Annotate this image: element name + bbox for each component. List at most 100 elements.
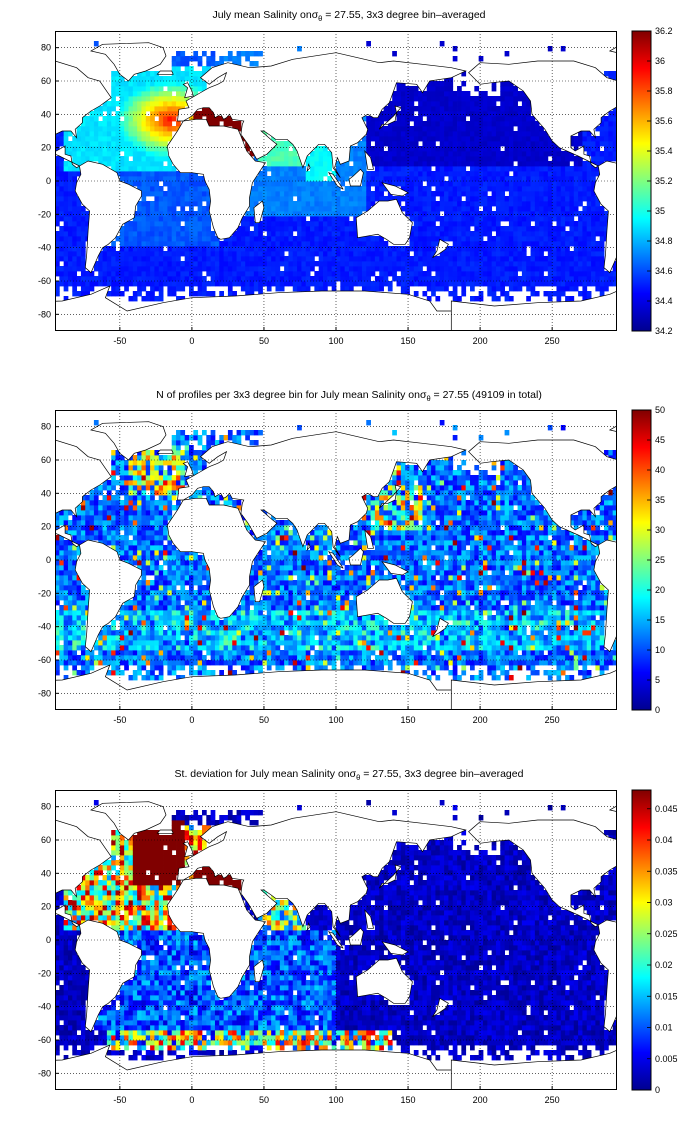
- data-cell: [111, 156, 116, 162]
- data-cell: [491, 191, 497, 197]
- data-cell: [245, 246, 250, 252]
- data-cell: [508, 146, 514, 152]
- data-cell: [435, 231, 441, 237]
- data-cell: [578, 136, 583, 142]
- data-cell: [314, 236, 320, 242]
- data-cell: [370, 196, 376, 202]
- data-cell: [63, 276, 69, 282]
- data-cell: [236, 266, 242, 272]
- data-cell: [357, 281, 363, 287]
- data-cell: [318, 251, 324, 257]
- data-cell: [521, 221, 527, 227]
- data-cell: [331, 191, 337, 197]
- data-cell: [336, 186, 341, 192]
- data-cell: [331, 196, 337, 202]
- data-cell: [98, 251, 103, 257]
- data-cell: [249, 246, 255, 252]
- data-cell: [305, 271, 311, 277]
- data-cell: [67, 141, 73, 147]
- data-cell: [284, 181, 289, 187]
- data-cell: [426, 186, 432, 192]
- data-cell: [370, 146, 376, 152]
- data-cell: [59, 171, 65, 177]
- data-cell: [171, 555, 177, 561]
- data-cell: [98, 261, 103, 267]
- data-cell: [176, 650, 181, 656]
- data-cell: [63, 191, 69, 197]
- data-cell: [521, 191, 527, 197]
- data-cell: [197, 271, 203, 277]
- data-cell: [444, 126, 449, 132]
- data-cell: [495, 236, 501, 242]
- data-cell: [357, 276, 363, 282]
- data-cell: [171, 76, 177, 82]
- data-cell: [249, 276, 255, 282]
- data-cell: [167, 500, 173, 506]
- data-cell: [245, 241, 250, 247]
- data-cell: [171, 670, 177, 676]
- data-cell: [150, 495, 155, 501]
- data-cell: [141, 500, 147, 506]
- data-cell: [137, 71, 142, 77]
- data-cell: [145, 545, 151, 551]
- data-cell: [227, 251, 233, 257]
- data-cell: [323, 191, 328, 197]
- data-cell: [366, 256, 371, 262]
- data-cell: [439, 161, 445, 167]
- data-cell: [167, 116, 173, 122]
- data-cell: [171, 96, 177, 102]
- data-cell: [314, 286, 320, 292]
- data-cell: [232, 256, 237, 262]
- data-cell: [521, 236, 527, 242]
- data-cell: [608, 116, 614, 122]
- data-cell: [422, 261, 428, 267]
- data-cell: [102, 520, 108, 526]
- data-cell: [448, 291, 454, 297]
- data-cell: [444, 196, 449, 202]
- data-cell: [361, 116, 367, 122]
- data-cell: [323, 171, 328, 177]
- data-cell: [495, 111, 501, 117]
- data-cell: [163, 620, 168, 626]
- data-cell: [150, 231, 155, 237]
- data-cell: [171, 490, 177, 496]
- data-cell: [478, 131, 484, 137]
- data-cell: [543, 141, 549, 147]
- data-cell: [297, 271, 302, 277]
- data-cell: [55, 570, 60, 576]
- data-cell: [530, 181, 536, 187]
- data-cell: [137, 550, 142, 556]
- data-cell: [128, 560, 134, 566]
- data-cell: [154, 515, 160, 521]
- data-cell: [413, 136, 419, 142]
- data-cell: [132, 266, 138, 272]
- data-cell: [435, 116, 441, 122]
- data-cell: [521, 156, 527, 162]
- data-cell: [115, 630, 121, 636]
- data-cell: [457, 191, 462, 197]
- data-cell: [72, 650, 78, 656]
- data-cell: [102, 116, 108, 122]
- data-cell: [400, 186, 406, 192]
- data-cell: [288, 236, 294, 242]
- data-cell: [400, 146, 406, 152]
- data-cell: [297, 276, 302, 282]
- data-cell: [474, 151, 480, 157]
- data-cell: [132, 211, 138, 217]
- data-cell: [301, 216, 307, 222]
- data-cell: [573, 226, 579, 232]
- data-cell: [171, 655, 177, 661]
- data-cell: [167, 81, 173, 87]
- data-cell: [491, 86, 497, 92]
- data-cell: [578, 186, 583, 192]
- data-cell: [552, 256, 557, 262]
- data-cell: [366, 236, 371, 242]
- data-cell: [513, 241, 518, 247]
- data-cell: [124, 111, 129, 117]
- data-cell: [288, 241, 294, 247]
- data-cell: [439, 91, 445, 97]
- data-cell: [176, 226, 181, 232]
- data-cell: [119, 620, 125, 626]
- data-cell: [67, 181, 73, 187]
- data-cell: [154, 121, 160, 127]
